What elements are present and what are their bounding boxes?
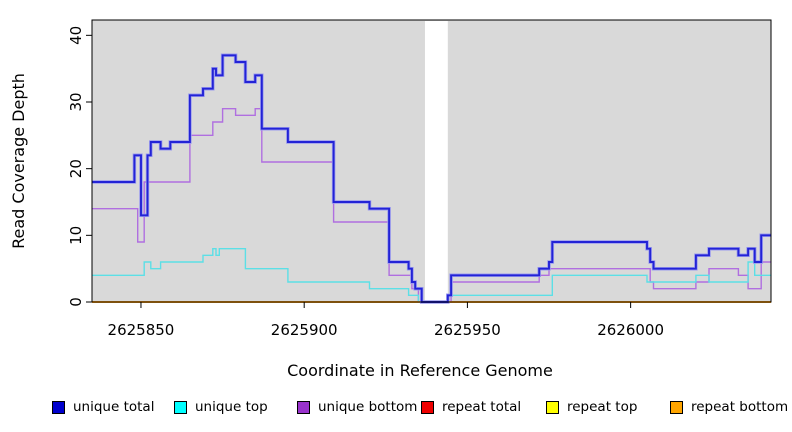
plot-border-box xyxy=(91,19,772,303)
legend-item-unique-total: unique total xyxy=(52,396,154,418)
y-tick-label: 40 xyxy=(67,26,85,45)
y-tick-label: 30 xyxy=(67,92,85,111)
series-line-unique-total xyxy=(92,54,771,303)
legend-swatch-repeat-total xyxy=(421,400,434,414)
axis-ticks: 2625850 2625900 2625950 2626000 0 10 20 30 40 xyxy=(67,26,664,339)
legend-label: unique total xyxy=(73,399,155,415)
legend-item-repeat-total: repeat total xyxy=(421,396,521,418)
y-tick-label: 0 xyxy=(67,297,85,307)
legend-label: repeat total xyxy=(442,399,522,415)
chart-legend: unique total unique top unique bottom repea… xyxy=(0,396,792,422)
legend-swatch-unique-bottom xyxy=(297,400,310,414)
y-axis-title: Read Coverage Depth xyxy=(9,73,28,249)
no-data-gap-band xyxy=(424,21,448,301)
legend-swatch-unique-total xyxy=(52,400,65,414)
legend-item-unique-bottom: unique bottom xyxy=(297,396,417,418)
legend-label: repeat top xyxy=(567,399,638,415)
legend-swatch-repeat-top xyxy=(546,400,559,414)
legend-item-repeat-bottom: repeat bottom xyxy=(670,396,788,418)
legend-label: unique bottom xyxy=(318,399,418,415)
y-tick-label: 20 xyxy=(67,159,85,178)
x-tick-label: 2625950 xyxy=(434,321,501,339)
x-tick-label: 2626000 xyxy=(597,321,664,339)
x-tick-label: 2625900 xyxy=(271,321,338,339)
legend-label: unique top xyxy=(195,399,268,415)
x-axis-title: Coordinate in Reference Genome xyxy=(287,361,553,380)
legend-label: repeat bottom xyxy=(691,399,789,415)
legend-swatch-unique-top xyxy=(174,400,187,414)
series-line-unique-top xyxy=(92,248,771,303)
y-tick-label: 10 xyxy=(67,226,85,245)
legend-item-repeat-top: repeat top xyxy=(546,396,637,418)
x-tick-label: 2625850 xyxy=(108,321,175,339)
coverage-plot: 2625850 2625900 2625950 2626000 0 10 20 30 40 Co… xyxy=(9,19,772,380)
legend-swatch-repeat-bottom xyxy=(670,400,683,414)
legend-item-unique-top: unique top xyxy=(174,396,268,418)
